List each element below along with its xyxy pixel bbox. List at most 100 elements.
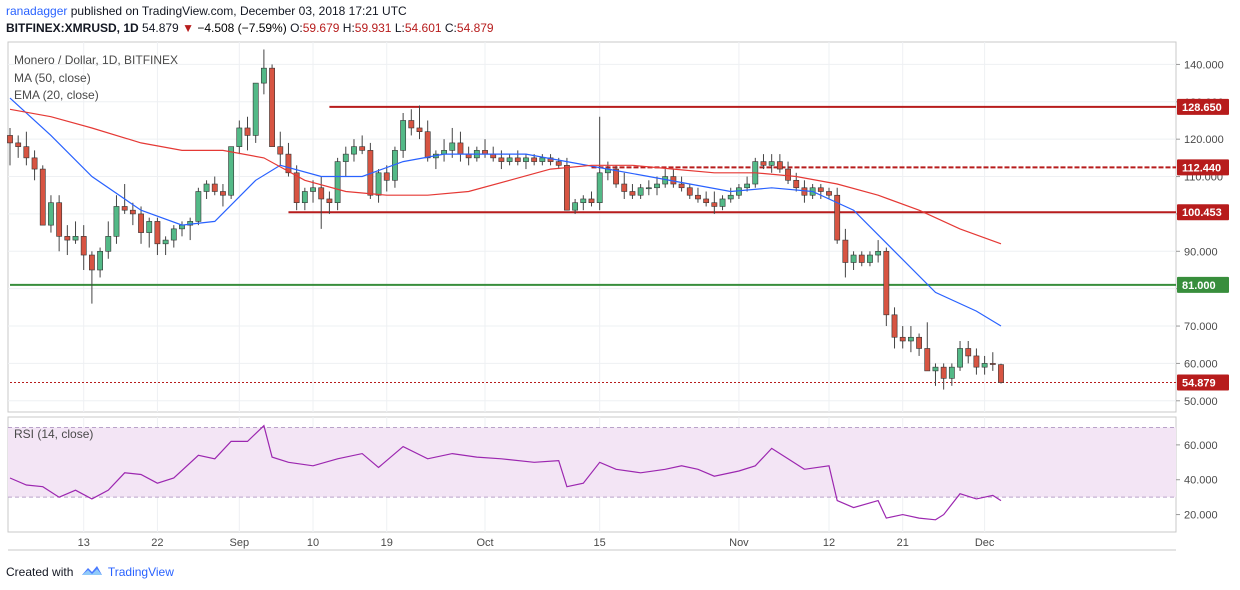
level-tag-box: [1177, 374, 1229, 391]
rsi-tick-label: 40.000: [1184, 475, 1218, 487]
chart-canvas[interactable]: 50.00060.00070.00080.00090.000100.000110…: [0, 0, 1240, 560]
level-tag-label: 81.000: [1182, 280, 1216, 292]
bearish-candle: [465, 146, 472, 166]
candle-body: [719, 198, 726, 207]
bullish-candle: [48, 195, 54, 233]
candle-body: [973, 355, 980, 368]
bullish-candle: [334, 157, 341, 211]
candle-body: [203, 183, 210, 192]
bullish-candle: [768, 154, 775, 173]
candle-body: [260, 67, 267, 84]
bearish-candle: [80, 225, 87, 270]
level-tag-box: [1177, 98, 1229, 115]
candle-body: [121, 206, 128, 211]
bullish-candle: [441, 139, 447, 162]
candle-body: [916, 336, 922, 349]
level-tag-box: [1177, 204, 1229, 221]
candle-body: [948, 366, 955, 379]
candle-body: [89, 254, 95, 271]
rsi-tick-label: 60.000: [1184, 440, 1218, 452]
candle-body: [269, 67, 275, 147]
bearish-candle: [31, 150, 38, 181]
tradingview-brand[interactable]: TradingView: [107, 565, 174, 579]
time-tick-label: 15: [594, 537, 606, 549]
bearish-candle: [973, 348, 980, 375]
candle-body: [498, 157, 505, 162]
ma-legend[interactable]: MA (50, close): [14, 71, 91, 85]
open-label: O:: [290, 21, 303, 35]
bearish-candle: [154, 217, 161, 256]
bearish-candle: [293, 165, 300, 211]
candle-body: [850, 254, 857, 263]
bearish-candle: [89, 251, 95, 304]
level-tag-label: 128.650: [1182, 102, 1222, 114]
candle-body: [416, 127, 423, 132]
candle-body: [400, 120, 407, 151]
bearish-candle: [613, 165, 619, 188]
candle-body: [817, 187, 824, 192]
candle-body: [97, 250, 103, 271]
time-tick-label: 22: [151, 537, 163, 549]
candle-body: [858, 254, 865, 263]
bearish-candle: [269, 64, 275, 147]
candle-body: [613, 168, 619, 185]
candle-body: [695, 194, 701, 200]
bullish-candle: [146, 217, 153, 248]
bearish-candle: [482, 139, 488, 158]
bearish-candle: [277, 131, 284, 166]
candle-body: [547, 157, 554, 162]
candle-body: [375, 172, 382, 196]
time-tick-label: 19: [381, 537, 393, 549]
rsi-tick-label: 20.000: [1184, 510, 1218, 522]
close-label: C:: [444, 21, 457, 35]
bullish-candle: [400, 113, 407, 158]
candle-body: [129, 209, 136, 215]
candle-body: [572, 202, 579, 211]
candle-body: [228, 146, 235, 196]
candle-body: [899, 336, 906, 342]
time-tick-label: 10: [307, 537, 319, 549]
candle-body: [154, 221, 161, 245]
bullish-candle: [506, 154, 513, 166]
bullish-candle: [539, 154, 546, 166]
candle-body: [310, 187, 316, 192]
price-tick-label: 60.000: [1184, 358, 1218, 370]
candle-body: [408, 120, 415, 129]
bearish-candle: [23, 131, 30, 166]
bearish-candle: [965, 340, 972, 364]
candle-body: [989, 363, 996, 365]
candle-body: [555, 161, 562, 166]
bullish-candle: [195, 187, 202, 226]
candle-body: [236, 127, 243, 147]
ema-legend[interactable]: EMA (20, close): [14, 88, 99, 102]
bearish-candle: [883, 247, 890, 327]
low-label: L:: [394, 21, 405, 35]
candle-body: [645, 187, 652, 190]
candle-body: [768, 161, 775, 166]
candle-body: [867, 254, 873, 263]
candle-body: [23, 146, 30, 159]
rsi-legend[interactable]: RSI (14, close): [14, 427, 94, 441]
candle-body: [523, 157, 529, 162]
author-name[interactable]: ranadagger: [6, 4, 68, 18]
candle-body: [48, 202, 54, 226]
candle-body: [957, 348, 963, 368]
candle-body: [760, 161, 767, 166]
bearish-candle: [129, 202, 136, 226]
bearish-candle: [326, 191, 333, 214]
publish-info: published on TradingView.com, December 0…: [70, 4, 407, 18]
low-value: 54.601: [404, 21, 442, 35]
bullish-candle: [392, 146, 398, 188]
bullish-candle: [875, 240, 882, 263]
bullish-candle: [72, 221, 79, 244]
candle-body: [383, 172, 390, 181]
bullish-candle: [375, 169, 382, 203]
time-tick-label: 13: [78, 537, 90, 549]
time-tick-label: Dec: [975, 537, 995, 549]
price-pane-frame: [7, 41, 1177, 413]
bullish-candle: [744, 176, 750, 192]
price-tick-label: 90.000: [1184, 246, 1218, 258]
ma-line: [9, 108, 1002, 245]
bearish-candle: [916, 333, 922, 356]
candle-body: [293, 172, 300, 204]
